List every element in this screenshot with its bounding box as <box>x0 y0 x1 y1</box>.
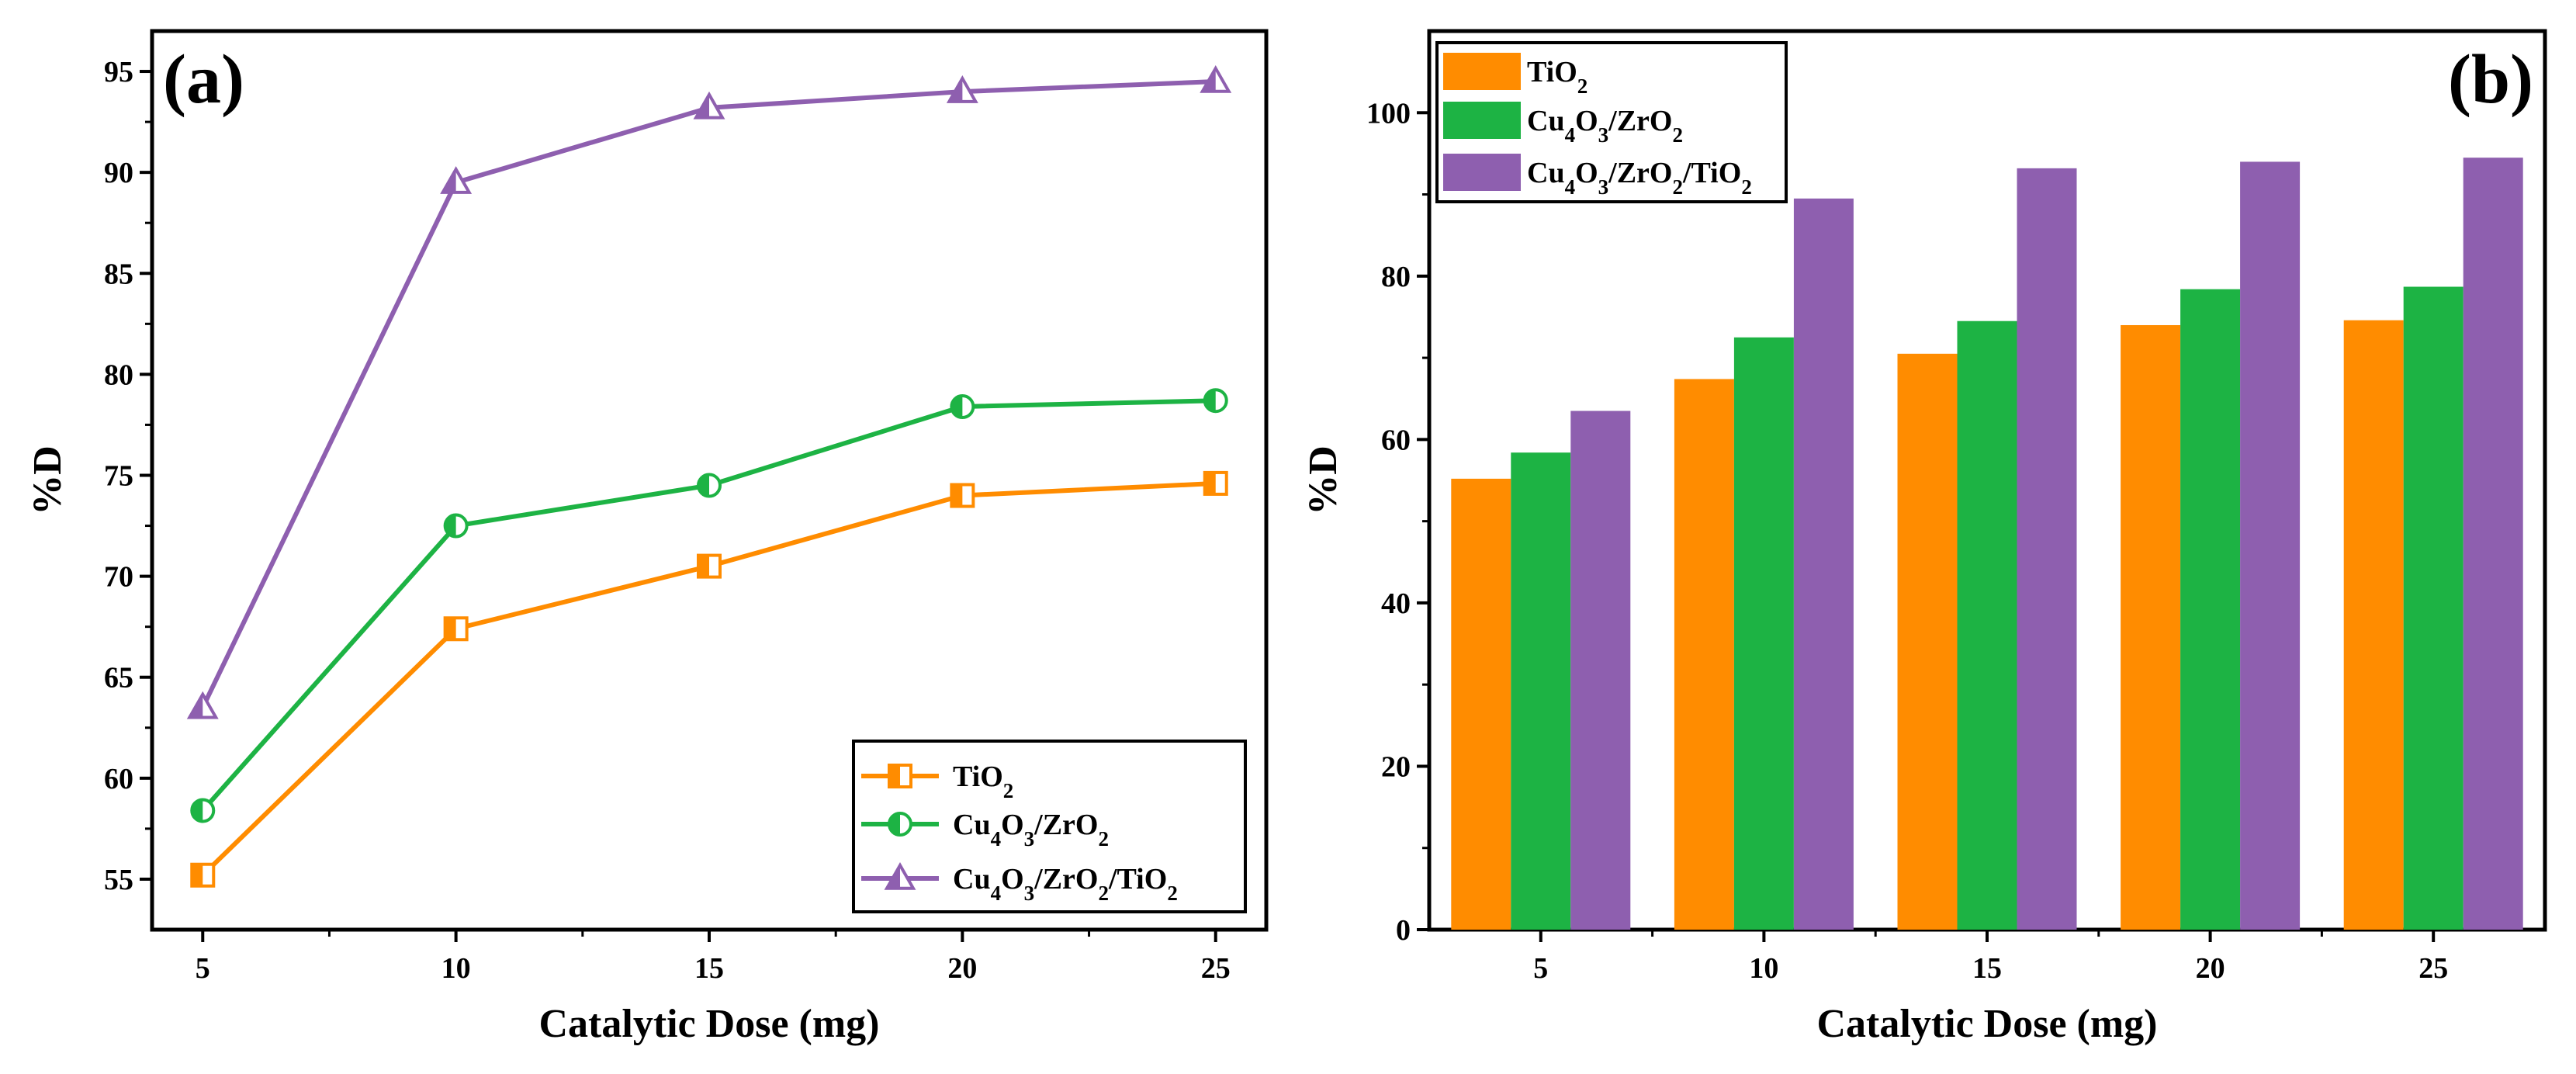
panel-b-x-tick-label: 15 <box>1972 952 2002 985</box>
panel-b-y-tick-label: 40 <box>1381 587 1411 620</box>
panel-b-bars <box>1451 158 2523 930</box>
panel-b-legend-label-2: Cu4O3/ZrO2/TiO2 <box>1527 157 1752 199</box>
panel-a-x-tick-label: 10 <box>441 952 471 985</box>
panel-b-bar-1-2 <box>1957 320 2017 930</box>
panel-a-legend-marker-1 <box>888 812 912 837</box>
panel-a-point-0-3 <box>950 483 975 508</box>
panel-a-point-0-4 <box>1203 470 1228 496</box>
panel-b-legend-swatch-1 <box>1443 102 1521 139</box>
panel-b-bar-1-3 <box>2180 289 2241 930</box>
panel-a-y-tick-label: 55 <box>104 864 133 896</box>
panel-a-point-0-1 <box>443 616 469 642</box>
panel-a-y-tick-label: 65 <box>104 662 133 695</box>
panel-b-bar-1-0 <box>1511 452 1571 930</box>
panel-b-legend-label-1: Cu4O3/ZrO2 <box>1527 105 1683 147</box>
panel-a-series-line-2 <box>200 79 1216 709</box>
panel-b-bar-2-4 <box>2463 158 2523 930</box>
panel-a-point-0-2 <box>697 553 722 579</box>
panel-a-legend-marker-0 <box>888 764 912 788</box>
panel-b-bar-0-4 <box>2343 320 2404 930</box>
panel-a-y-tick-label: 70 <box>104 561 133 594</box>
panel-b-x-tick-label: 5 <box>1533 952 1548 985</box>
panel-b-bar-chart: (b) Catalytic Dose (mg) %D 5 10 15 20 25 0 20 4… <box>1301 29 2547 1046</box>
panel-b-bar-0-1 <box>1674 379 1734 930</box>
panel-b-bar-2-3 <box>2240 161 2301 930</box>
panel-b-bar-0-3 <box>2121 324 2181 930</box>
panel-b-legend-swatch-0 <box>1443 53 1521 90</box>
panel-a-legend-label-2: Cu4O3/ZrO2/TiO2 <box>953 863 1178 905</box>
panel-a-point-2-0 <box>186 691 219 719</box>
panel-a-y-tick-label: 85 <box>104 258 133 290</box>
panel-a-y-tick-label: 60 <box>104 763 133 795</box>
panel-a-point-2-2 <box>693 91 725 120</box>
panel-b-legend-swatch-2 <box>1443 154 1521 191</box>
panel-b-legend-label-0: TiO2 <box>1527 56 1587 98</box>
panel-b-bar-1-1 <box>1733 337 1794 930</box>
panel-a-point-2-4 <box>1200 65 1232 93</box>
panel-b-ticks: 5 10 15 20 25 0 20 40 60 80 100 <box>1366 97 2448 985</box>
panel-a-point-2-3 <box>946 75 978 103</box>
panel-a-point-1-3 <box>950 394 975 420</box>
panel-b-y-axis-title: %D <box>1301 445 1345 515</box>
panel-a-point-1-1 <box>443 513 469 539</box>
panel-a-legend: TiO2 Cu4O3/ZrO2 Cu4O3/ZrO2/TiO2 <box>852 740 1247 913</box>
panel-b-bar-2-0 <box>1570 411 1631 930</box>
panel-a-series-markers <box>186 65 1232 888</box>
panel-b-bar-2-2 <box>2017 168 2077 930</box>
panel-b-y-tick-label: 20 <box>1381 750 1411 783</box>
panel-b-y-tick-label: 0 <box>1396 914 1411 947</box>
panel-a-x-tick-label: 25 <box>1201 952 1231 985</box>
panel-a-x-axis-title: Catalytic Dose (mg) <box>539 1002 880 1046</box>
panel-a-y-tick-label: 75 <box>104 459 133 492</box>
panel-a-point-0-0 <box>190 862 216 888</box>
panel-b-bar-2-1 <box>1793 198 1854 930</box>
panel-a-x-tick-label: 15 <box>694 952 724 985</box>
panel-a-point-1-0 <box>190 798 216 823</box>
panel-a-y-tick-label: 95 <box>104 56 133 88</box>
panel-b-x-tick-label: 10 <box>1749 952 1778 985</box>
panel-b-y-tick-label: 80 <box>1381 261 1411 293</box>
panel-a-x-tick-label: 20 <box>947 952 977 985</box>
panel-b-x-tick-label: 20 <box>2196 952 2225 985</box>
panel-a-point-1-4 <box>1203 388 1228 414</box>
panel-a-point-1-2 <box>697 473 722 498</box>
panel-a-y-tick-label: 90 <box>104 157 133 189</box>
panel-a-legend-label-1: Cu4O3/ZrO2 <box>953 809 1109 851</box>
panel-a-y-axis-title: %D <box>26 445 70 515</box>
panel-b-y-tick-label: 60 <box>1381 424 1411 456</box>
panel-a-legend-label-0: TiO2 <box>953 760 1013 802</box>
panel-a-y-tick-label: 80 <box>104 359 133 391</box>
panel-b-x-axis-title: Catalytic Dose (mg) <box>1817 1002 2158 1046</box>
panel-b-bar-0-0 <box>1451 478 1511 930</box>
panel-a-line-chart: (a) Catalytic Dose (mg) %D 55 60 65 70 75 80 8… <box>26 29 1269 1046</box>
panel-b-bar-1-4 <box>2403 286 2463 930</box>
panel-b-x-tick-label: 25 <box>2418 952 2448 985</box>
panel-b-bar-0-2 <box>1897 353 1958 930</box>
panel-b-label: (b) <box>2448 41 2533 118</box>
panel-a-legend-marker-2 <box>884 861 916 890</box>
panel-b-y-tick-label: 100 <box>1366 97 1411 130</box>
panel-a-label: (a) <box>163 41 244 118</box>
panel-a-x-tick-label: 5 <box>196 952 210 985</box>
panel-a-ticks: 55 60 65 70 75 80 85 90 95 5 10 15 20 25 <box>104 56 1231 985</box>
panel-b-legend: TiO2 Cu4O3/ZrO2 Cu4O3/ZrO2/TiO2 <box>1435 41 1788 203</box>
panel-a-point-2-1 <box>440 166 473 194</box>
